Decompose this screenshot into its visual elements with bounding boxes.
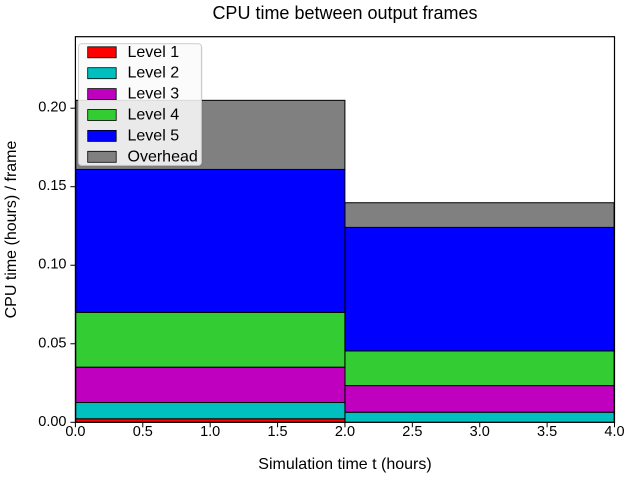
svg-text:1.0: 1.0 [200, 424, 220, 440]
svg-text:Level 4: Level 4 [128, 107, 180, 124]
svg-text:1.5: 1.5 [267, 424, 287, 440]
svg-text:CPU time between output frames: CPU time between output frames [212, 3, 477, 23]
svg-text:2.0: 2.0 [335, 424, 355, 440]
svg-text:2.5: 2.5 [402, 424, 422, 440]
svg-text:Level 5: Level 5 [128, 127, 180, 144]
svg-text:Level 3: Level 3 [128, 86, 180, 103]
svg-text:0.20: 0.20 [38, 100, 66, 116]
svg-text:3.5: 3.5 [537, 424, 557, 440]
svg-text:Simulation time t (hours): Simulation time t (hours) [258, 456, 431, 473]
svg-text:0.05: 0.05 [38, 335, 66, 351]
svg-text:4.0: 4.0 [604, 424, 624, 440]
svg-text:Overhead: Overhead [128, 148, 198, 165]
svg-text:0.0: 0.0 [65, 424, 85, 440]
svg-text:0.00: 0.00 [38, 414, 66, 430]
svg-text:Level 1: Level 1 [128, 44, 180, 61]
svg-text:3.0: 3.0 [470, 424, 490, 440]
svg-text:Level 2: Level 2 [128, 65, 180, 82]
svg-text:CPU time (hours) / frame: CPU time (hours) / frame [3, 140, 20, 318]
svg-text:0.5: 0.5 [133, 424, 153, 440]
svg-text:0.10: 0.10 [38, 257, 66, 273]
svg-text:0.15: 0.15 [38, 178, 66, 194]
